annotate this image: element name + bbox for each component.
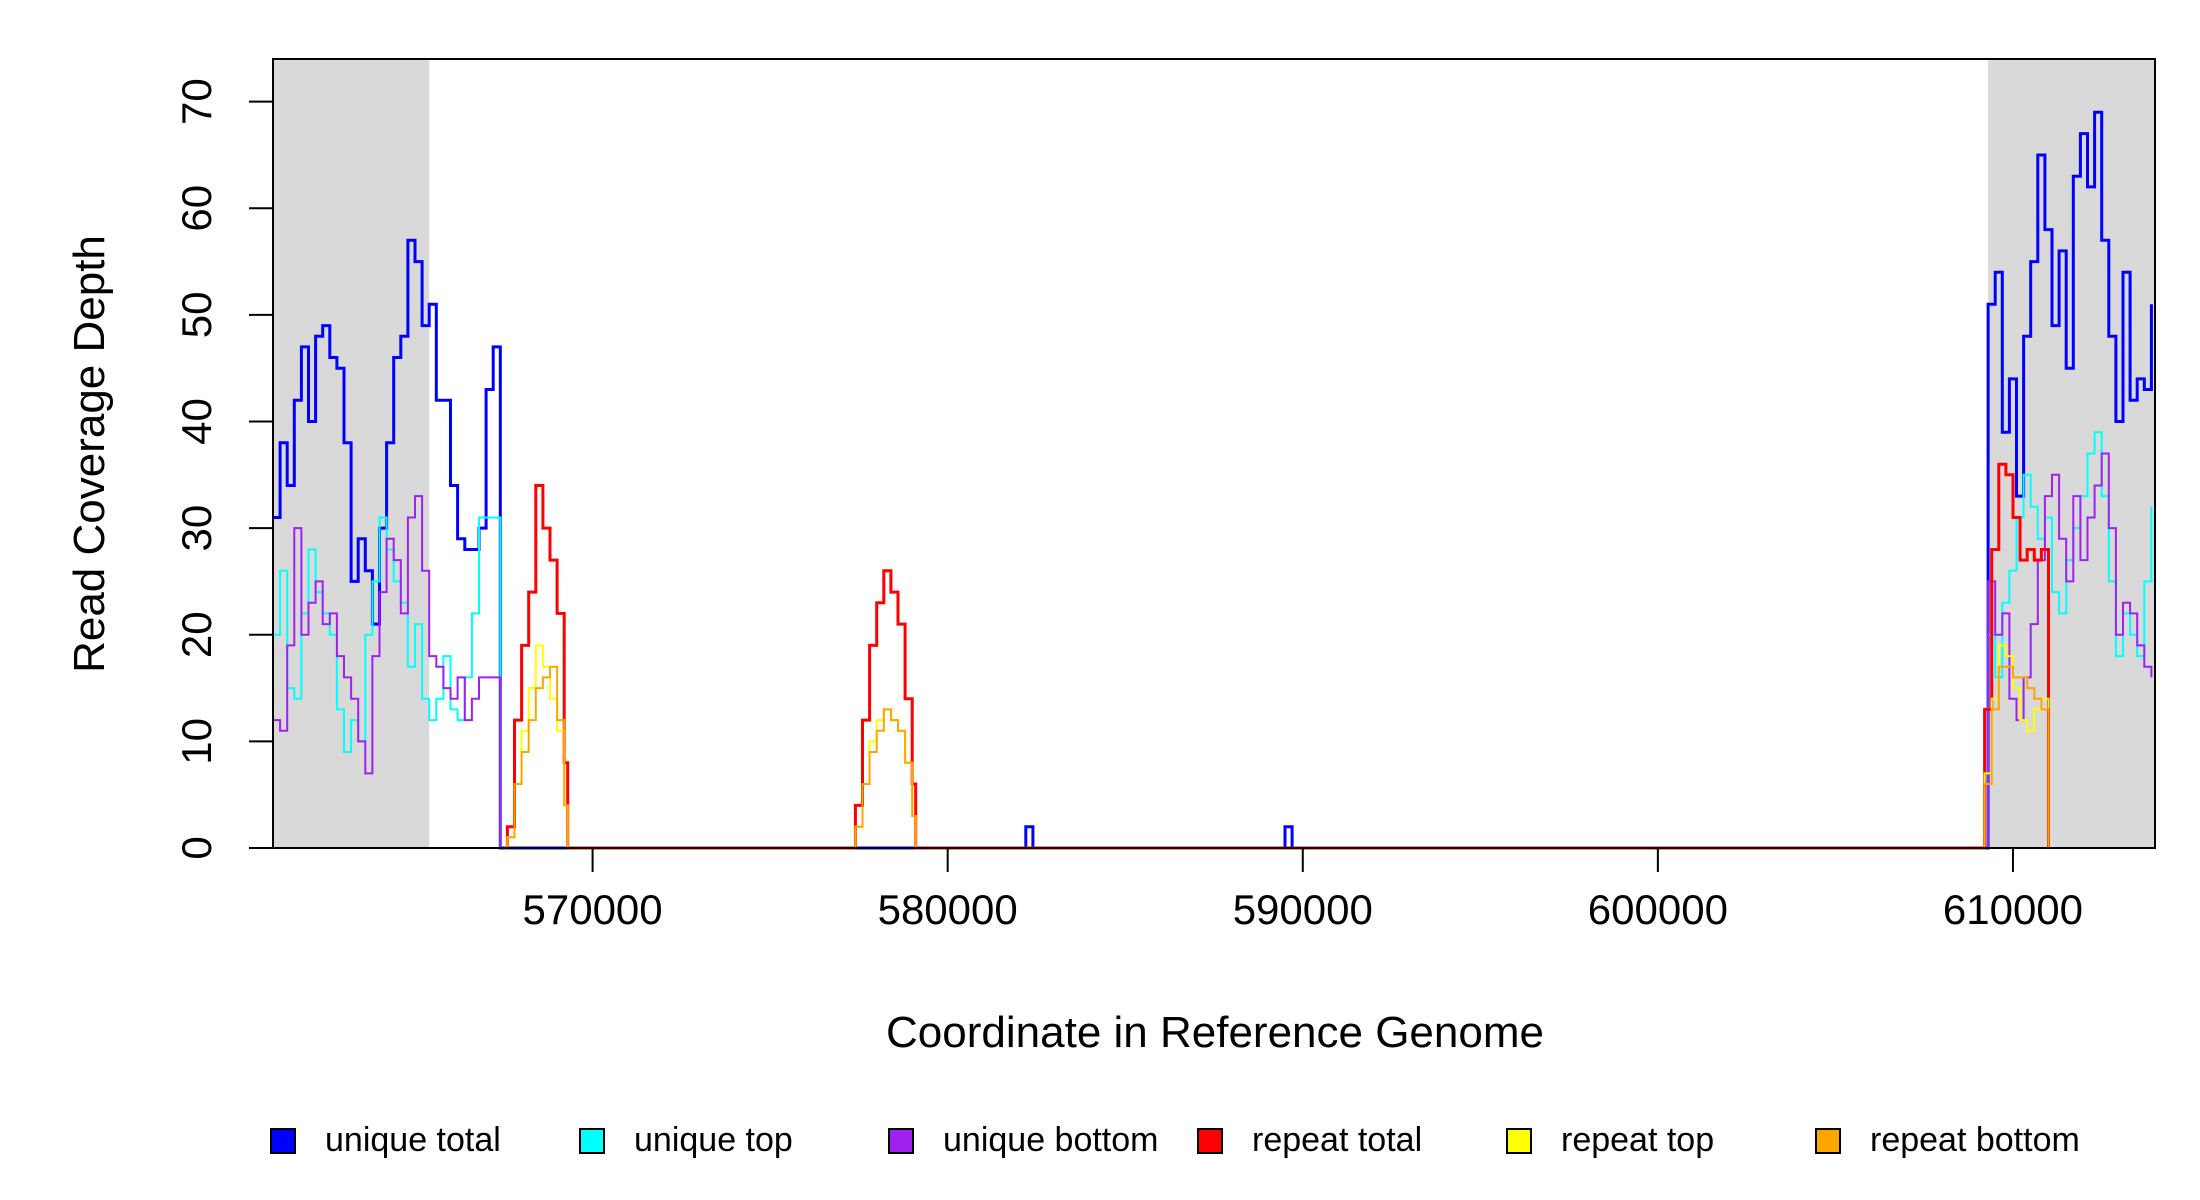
shaded-regions — [273, 59, 2155, 848]
x-tick-label-4: 610000 — [1943, 886, 2083, 933]
series-line-4 — [503, 644, 2050, 849]
legend-swatch-1 — [579, 1128, 605, 1154]
series-line-0 — [273, 110, 2153, 850]
x-tick-label-0: 570000 — [523, 886, 663, 933]
legend-label-0: unique total — [325, 1121, 501, 1159]
legend-swatch-0 — [270, 1128, 296, 1154]
legend-label-3: repeat total — [1252, 1121, 1422, 1159]
y-tick-label-4: 40 — [173, 398, 220, 445]
y-tick-label-1: 10 — [173, 718, 220, 765]
legend-swatch-3 — [1197, 1128, 1223, 1154]
x-tick-label-3: 600000 — [1588, 886, 1728, 933]
y-tick-label-5: 50 — [173, 292, 220, 339]
x-axis-label: Coordinate in Reference Genome — [886, 1008, 1544, 1057]
shaded-region-1 — [1988, 59, 2155, 848]
y-axis-label: Read Coverage Depth — [65, 235, 114, 673]
legend-label-4: repeat top — [1561, 1121, 1714, 1159]
x-tick-label-1: 580000 — [878, 886, 1018, 933]
x-axis: 570000 580000 590000 600000 610000 — [523, 848, 2083, 933]
y-axis: 0 10 20 30 40 50 60 70 — [173, 78, 274, 860]
y-tick-label-3: 30 — [173, 505, 220, 552]
x-tick-label-2: 590000 — [1233, 886, 1373, 933]
series-line-5 — [503, 665, 2050, 849]
y-tick-label-2: 20 — [173, 611, 220, 658]
series-line-1 — [273, 431, 2153, 849]
legend-label-2: unique bottom — [943, 1121, 1159, 1159]
series-line-3 — [503, 462, 2050, 850]
series-line-2 — [273, 452, 2153, 849]
legend-swatch-2 — [888, 1128, 914, 1154]
series-lines — [273, 110, 2155, 850]
legend: unique total unique top unique bottom repea… — [270, 1121, 2080, 1159]
legend-label-1: unique top — [634, 1121, 793, 1159]
legend-label-5: repeat bottom — [1870, 1121, 2080, 1159]
y-tick-label-0: 0 — [173, 836, 220, 859]
y-tick-label-7: 70 — [173, 78, 220, 125]
legend-swatch-4 — [1506, 1128, 1532, 1154]
plot-frame — [272, 58, 2156, 849]
legend-swatch-5 — [1815, 1128, 1841, 1154]
y-tick-label-6: 60 — [173, 185, 220, 232]
